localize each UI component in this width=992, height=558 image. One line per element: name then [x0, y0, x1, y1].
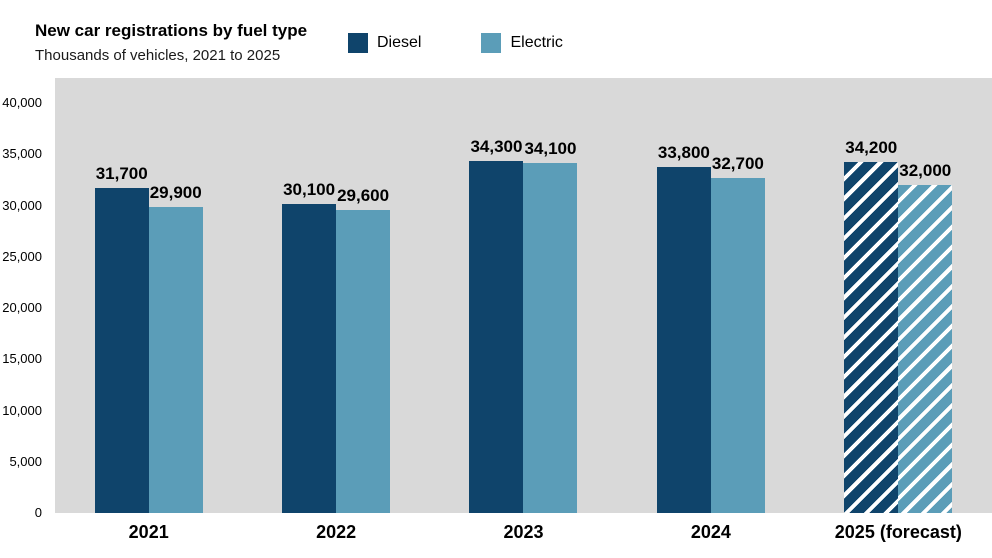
y-tick-label: 20,000 [2, 300, 42, 315]
x-label-2025: 2025 (forecast) [834, 522, 962, 542]
bar-col-electric-2025: 32,000 [898, 161, 953, 513]
x-label-2023: 2023 [503, 522, 544, 542]
value-label: 29,900 [149, 183, 202, 202]
value-label: 30,100 [283, 180, 336, 199]
bar-diesel-2023 [469, 161, 524, 513]
plot-area: 31,700 29,900 30,100 29,600 34,300 34,100 33,8… [55, 78, 992, 513]
bar-col-electric-2023: 34,100 [523, 139, 578, 513]
legend-swatch-diesel [348, 33, 368, 53]
value-label: 29,600 [337, 186, 390, 205]
bar-col-diesel-2021: 31,700 [94, 164, 149, 513]
bar-electric-2022 [336, 210, 391, 513]
legend: Diesel Electric [348, 33, 563, 53]
y-tick-label: 40,000 [2, 95, 42, 110]
x-label-2024: 2024 [690, 522, 731, 542]
value-label: 32,700 [711, 154, 764, 173]
legend-item-electric: Electric [481, 33, 563, 53]
bar-col-diesel-2025: 34,200 [844, 138, 899, 513]
bar-group-2022: 30,100 29,600 [282, 180, 391, 513]
bar-group-2021: 31,700 29,900 [94, 164, 203, 513]
bar-group-2025: 34,200 32,000 [844, 138, 953, 513]
value-label: 34,100 [524, 139, 577, 158]
bar-diesel-2022 [282, 204, 337, 513]
y-tick-label: 5,000 [9, 454, 42, 469]
legend-swatch-electric [481, 33, 502, 53]
bar-col-electric-2021: 29,900 [148, 183, 203, 513]
value-label: 34,200 [845, 138, 898, 157]
y-tick-label: 15,000 [2, 351, 42, 366]
bar-electric-2024 [710, 178, 765, 513]
bar-col-diesel-2023: 34,300 [469, 137, 524, 513]
value-label: 34,300 [470, 137, 523, 156]
bar-diesel-2021 [94, 188, 149, 513]
title-block: New car registrations by fuel type Thous… [35, 20, 307, 66]
value-label: 31,700 [95, 164, 148, 183]
y-tick-label: 10,000 [2, 403, 42, 418]
bar-diesel-2025 [844, 162, 899, 513]
bar-electric-2023 [523, 163, 578, 513]
bar-electric-2025 [898, 185, 953, 513]
chart-title: New car registrations by fuel type [35, 21, 308, 40]
y-tick-label: 35,000 [2, 146, 42, 161]
y-tick-label: 25,000 [2, 249, 42, 264]
bar-electric-2021 [148, 207, 203, 513]
legend-label-electric: Electric [510, 34, 563, 51]
y-tick-label: 0 [34, 505, 42, 520]
x-axis: 2021 2022 2023 2024 2025 (forecast) [55, 519, 992, 545]
y-tick-label: 30,000 [2, 198, 42, 213]
value-label: 32,000 [899, 161, 952, 180]
chart-subtitle: Thousands of vehicles, 2021 to 2025 [35, 47, 281, 64]
bar-col-diesel-2024: 33,800 [656, 143, 711, 513]
legend-label-diesel: Diesel [377, 34, 422, 51]
legend-item-diesel: Diesel [348, 33, 421, 53]
y-axis: 0 5,000 10,000 15,000 20,000 25,000 30,000 35,0… [0, 78, 48, 520]
bar-col-electric-2024: 32,700 [710, 154, 765, 513]
bar-diesel-2024 [656, 167, 711, 513]
bar-group-2024: 33,800 32,700 [656, 143, 765, 513]
value-label: 33,800 [657, 143, 710, 162]
x-label-2022: 2022 [316, 522, 357, 542]
bar-col-diesel-2022: 30,100 [282, 180, 337, 513]
x-label-2021: 2021 [128, 522, 169, 542]
bar-col-electric-2022: 29,600 [336, 186, 391, 513]
bar-group-2023: 34,300 34,100 [469, 137, 578, 513]
